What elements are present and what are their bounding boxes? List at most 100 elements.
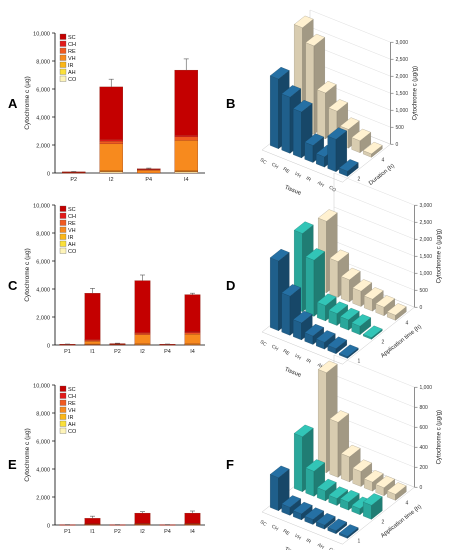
legend-swatch-vh xyxy=(59,226,67,233)
x-tick-label-p4: P4 xyxy=(164,529,171,535)
bar3d-sc-2h-top xyxy=(293,424,314,437)
tissue-tick-ah: AH xyxy=(316,180,325,189)
y-tick-label: 2,000 xyxy=(36,144,50,150)
grid-line xyxy=(309,9,391,43)
bar3d-sc-2h-front xyxy=(294,433,303,492)
legend-swatch-vh xyxy=(59,54,67,61)
time-tick-4: 4 xyxy=(406,321,409,327)
y-tick-label: 0 xyxy=(47,172,50,178)
bar3d-ah-4h-top xyxy=(375,295,396,308)
legend-swatch-sc xyxy=(59,33,67,40)
x-tick-label-i4: I4 xyxy=(190,349,195,355)
tissue-tick-ah: AH xyxy=(316,362,325,371)
legend-label-ir: IR xyxy=(68,415,74,421)
chart-c: 0 2,000 4,000 6,000 8,000 10,000 Cytochrome c … xyxy=(24,204,205,355)
bar3d-sc-4h-top xyxy=(317,360,338,373)
time-tick-2: 2 xyxy=(382,340,385,346)
z-tick-label: 2,000 xyxy=(420,237,433,243)
bar3d-ah-2h-top xyxy=(351,314,372,327)
bar3d-sc-2h-top xyxy=(269,66,290,80)
bar-i2-sc xyxy=(134,280,151,333)
bar3d-sc-4h-front xyxy=(318,369,327,473)
bar3d-ch-1h-top xyxy=(281,284,302,297)
tissue-tick-ah: AH xyxy=(316,542,325,550)
y-tick-label: 8,000 xyxy=(36,232,50,238)
bar3d-re-4h-front xyxy=(341,276,350,303)
bar3d-ah-4h-top xyxy=(375,475,396,488)
tissue-tick-re: RE xyxy=(282,166,291,175)
legend-label-ah: AH xyxy=(68,242,76,248)
bar3d-co-2h-top xyxy=(362,325,383,338)
time-tick-2: 2 xyxy=(382,520,385,526)
legend-swatch-ir xyxy=(59,233,67,240)
y-tick-label: 6,000 xyxy=(36,440,50,446)
x-tick-label-i2: I2 xyxy=(140,349,145,355)
tissue-tick-co: CO xyxy=(328,547,338,550)
time-tick-4: 4 xyxy=(382,158,385,164)
legend-label-co: CO xyxy=(68,77,77,83)
grid-line xyxy=(333,354,415,388)
tissue-tick-ch: CH xyxy=(270,524,280,533)
bar3d-re-2h-top xyxy=(316,293,337,306)
legend-label-ch: CH xyxy=(68,214,76,220)
x-tick-label-p4: P4 xyxy=(164,349,171,355)
bar3d-ch-2h-top xyxy=(281,85,302,98)
legend-label-sc: SC xyxy=(68,387,76,393)
bar-i2-sc xyxy=(99,86,123,140)
bar3d-ch-1h-top xyxy=(281,495,302,508)
bar3d-ch-2h-front xyxy=(281,93,291,154)
y-tick-label: 8,000 xyxy=(36,60,50,66)
bar3d-ir-2h-top xyxy=(339,307,360,321)
panel-letter-c: C xyxy=(8,278,18,293)
legend-label-co: CO xyxy=(68,249,77,255)
tissue-tick-ch: CH xyxy=(270,162,280,171)
bar3d-ir-4h-top xyxy=(363,470,384,483)
y-tick-label: 4,000 xyxy=(36,468,50,474)
legend-label-vh: VH xyxy=(68,408,76,414)
z-tick-label: 1,000 xyxy=(396,108,409,114)
legend-label-sc: SC xyxy=(68,35,76,41)
bar-i1-ch xyxy=(84,339,101,341)
legend-swatch-ah xyxy=(59,240,67,247)
bar-i2-vh xyxy=(99,143,123,171)
bar3d-ch-2h-front xyxy=(305,256,315,317)
z-tick-label: 0 xyxy=(396,142,399,148)
z-tick-label: 1,000 xyxy=(420,385,433,391)
bar3d-ch-2h-top xyxy=(305,248,326,261)
bar-i2-co xyxy=(99,171,123,174)
grid-line xyxy=(309,26,391,60)
tissue-axis-label: Tissue xyxy=(283,367,302,379)
legend-swatch-re xyxy=(59,399,67,406)
bar-i2-vh xyxy=(134,334,151,345)
legend-swatch-re xyxy=(59,219,67,226)
z-axis-label: Cytochrome c (µg/g) xyxy=(413,66,419,120)
y-axis-label: Cytochrome c (µg) xyxy=(24,76,31,130)
chart-b: 0 500 1,000 1,500 2,000 2,500 3,000 Cytochrome … xyxy=(259,9,419,197)
z-tick-label: 1,500 xyxy=(396,91,409,97)
tissue-tick-ir: IR xyxy=(305,175,313,183)
y-tick-label: 10,000 xyxy=(33,204,50,210)
bar3d-re-4h-front xyxy=(317,89,326,140)
bar-i1-re xyxy=(84,340,101,342)
legend-swatch-re xyxy=(59,47,67,54)
z-tick-label: 1,500 xyxy=(420,254,433,260)
legend-swatch-ch xyxy=(59,40,67,47)
bar-i4-co xyxy=(174,171,198,174)
grid-line xyxy=(333,240,415,274)
bar-i2-sc xyxy=(134,512,151,524)
legend-label-re: RE xyxy=(68,401,76,407)
z-tick-label: 3,000 xyxy=(420,203,433,209)
grid-line xyxy=(333,189,415,223)
z-axis-label: Cytochrome c (µg/g) xyxy=(437,410,443,464)
bar3d-ir-1h-top xyxy=(315,513,336,526)
bar3d-vh-4h-top xyxy=(352,459,373,472)
z-tick-label: 0 xyxy=(420,485,423,491)
tissue-axis-label: Tissue xyxy=(283,185,302,197)
tissue-tick-vh: VH xyxy=(293,171,302,180)
bar3d-vh-1h-top xyxy=(304,507,325,520)
legend-swatch-ah xyxy=(59,420,67,427)
legend-swatch-ir xyxy=(59,413,67,420)
z-axis-label: Cytochrome c (µg/g) xyxy=(437,229,443,283)
tissue-tick-vh: VH xyxy=(293,353,302,362)
grid-line xyxy=(333,223,415,257)
